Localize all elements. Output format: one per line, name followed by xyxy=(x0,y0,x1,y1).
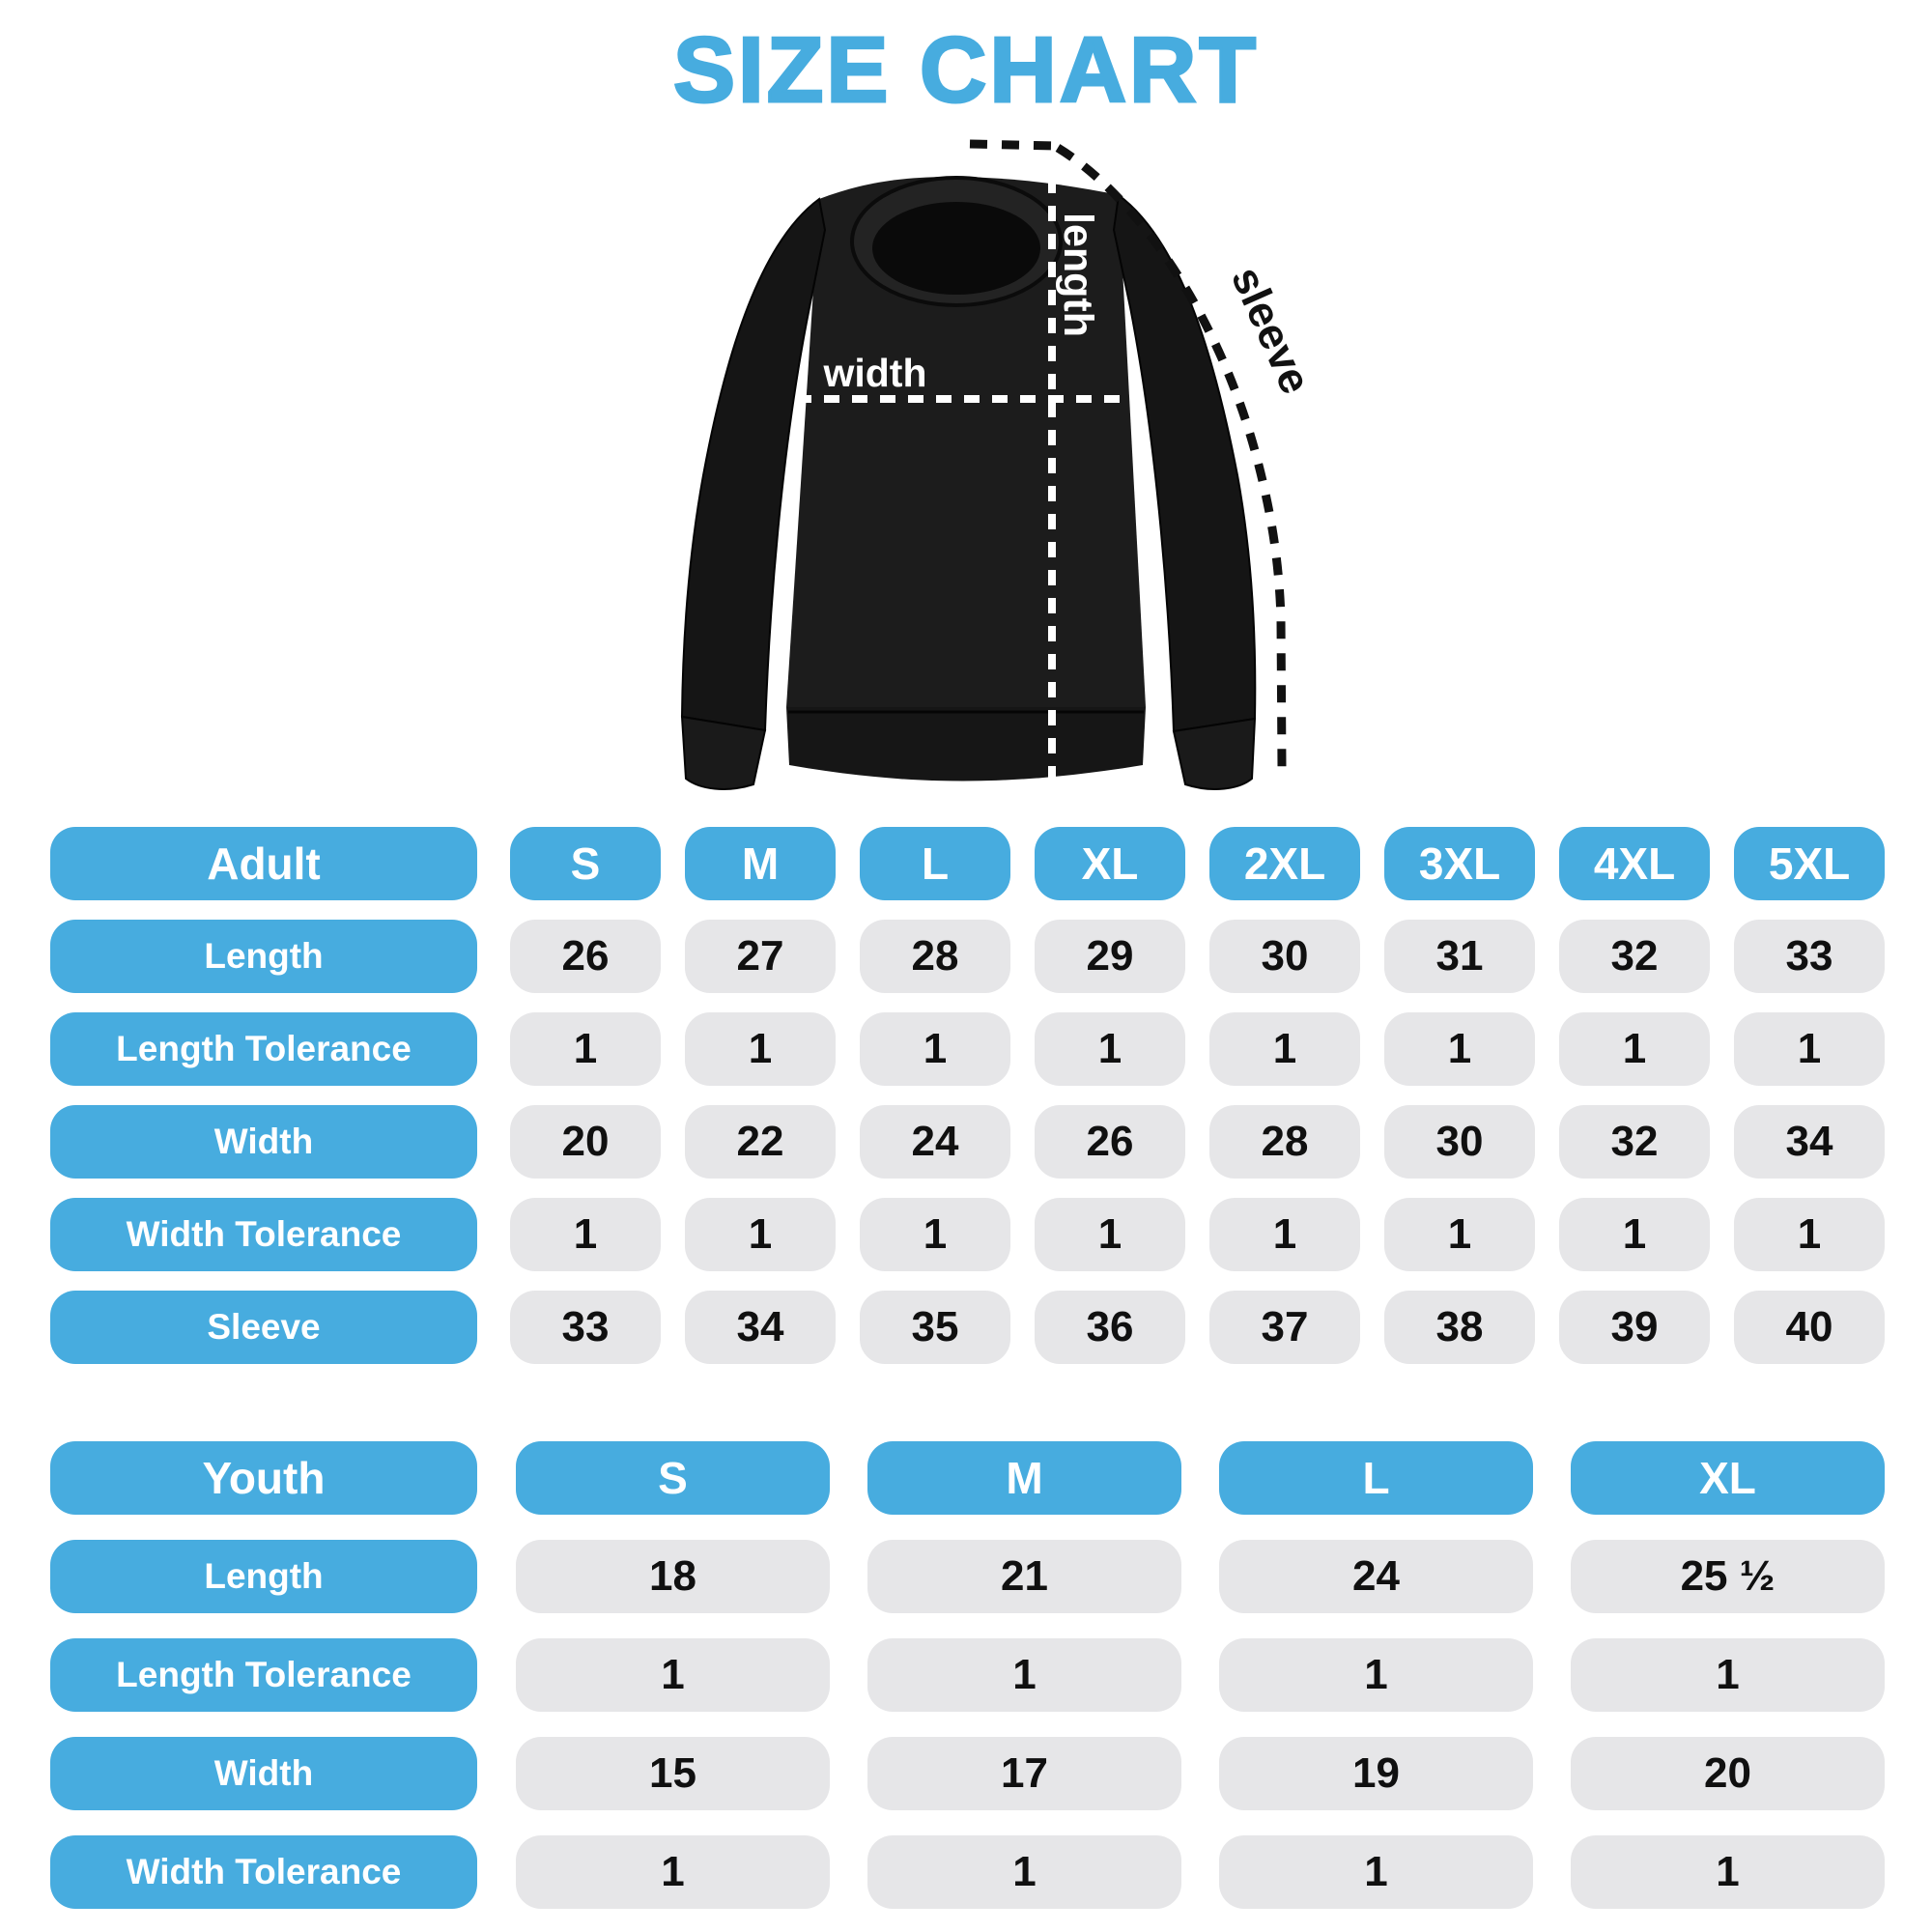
value-cell: 30 xyxy=(1384,1105,1535,1179)
sleeve-measure-top-line xyxy=(969,139,1055,151)
value-cell: 1 xyxy=(1209,1012,1360,1086)
size-header-pill: XL xyxy=(1571,1441,1885,1515)
value-cell: 38 xyxy=(1384,1291,1535,1364)
value-cell: 33 xyxy=(510,1291,661,1364)
value-cell: 1 xyxy=(1384,1012,1535,1086)
value-cell: 26 xyxy=(510,920,661,993)
size-header-pill: 4XL xyxy=(1559,827,1710,900)
value-cell: 32 xyxy=(1559,1105,1710,1179)
value-cell: 36 xyxy=(1035,1291,1185,1364)
value-cell: 22 xyxy=(685,1105,836,1179)
value-cell: 1 xyxy=(1219,1835,1533,1909)
value-cell: 37 xyxy=(1209,1291,1360,1364)
row-label-pill: Length Tolerance xyxy=(50,1638,477,1712)
size-header-pill: M xyxy=(867,1441,1181,1515)
size-header-pill: S xyxy=(516,1441,830,1515)
size-header-pill: L xyxy=(860,827,1010,900)
value-cell: 1 xyxy=(1035,1198,1185,1271)
size-header-pill: L xyxy=(1219,1441,1533,1515)
value-cell: 1 xyxy=(1559,1012,1710,1086)
collar-opening xyxy=(872,202,1040,295)
sweatshirt-hem xyxy=(786,707,1146,781)
right-cuff xyxy=(1172,717,1257,790)
length-label: length xyxy=(1055,213,1101,337)
value-cell: 18 xyxy=(516,1540,830,1613)
value-cell: 28 xyxy=(860,920,1010,993)
value-cell: 1 xyxy=(1734,1012,1885,1086)
value-cell: 1 xyxy=(867,1638,1181,1712)
value-cell: 1 xyxy=(685,1198,836,1271)
value-cell: 1 xyxy=(510,1012,661,1086)
row-label-pill: Length Tolerance xyxy=(50,1012,477,1086)
value-cell: 1 xyxy=(1571,1638,1885,1712)
width-label: width xyxy=(822,351,926,395)
value-cell: 21 xyxy=(867,1540,1181,1613)
page-title: SIZE CHART xyxy=(672,17,1259,124)
value-cell: 40 xyxy=(1734,1291,1885,1364)
value-cell: 1 xyxy=(1571,1835,1885,1909)
value-cell: 35 xyxy=(860,1291,1010,1364)
value-cell: 28 xyxy=(1209,1105,1360,1179)
sweatshirt-body xyxy=(786,177,1146,729)
value-cell: 1 xyxy=(685,1012,836,1086)
value-cell: 39 xyxy=(1559,1291,1710,1364)
size-header-pill: 5XL xyxy=(1734,827,1885,900)
size-header-pill: M xyxy=(685,827,836,900)
sleeve-label: sleeve xyxy=(1222,259,1321,400)
value-cell: 1 xyxy=(1384,1198,1535,1271)
value-cell: 20 xyxy=(1571,1737,1885,1810)
row-label-pill: Width xyxy=(50,1737,477,1810)
sweatshirt-diagram: width length sleeve xyxy=(680,139,1321,790)
sleeve-measure-line xyxy=(1055,144,1287,769)
value-cell: 27 xyxy=(685,920,836,993)
value-cell: 30 xyxy=(1209,920,1360,993)
value-cell: 1 xyxy=(516,1638,830,1712)
value-cell: 34 xyxy=(685,1291,836,1364)
size-header-pill: 2XL xyxy=(1209,827,1360,900)
value-cell: 1 xyxy=(860,1198,1010,1271)
value-cell: 1 xyxy=(510,1198,661,1271)
value-cell: 1 xyxy=(1734,1198,1885,1271)
value-cell: 1 xyxy=(1559,1198,1710,1271)
row-label-pill: Width Tolerance xyxy=(50,1198,477,1271)
value-cell: 32 xyxy=(1559,920,1710,993)
value-cell: 33 xyxy=(1734,920,1885,993)
value-cell: 1 xyxy=(867,1835,1181,1909)
row-label-pill: Sleeve xyxy=(50,1291,477,1364)
value-cell: 31 xyxy=(1384,920,1535,993)
value-cell: 1 xyxy=(516,1835,830,1909)
row-label-pill: Length xyxy=(50,920,477,993)
row-label-pill: Length xyxy=(50,1540,477,1613)
table-title-pill: Youth xyxy=(50,1441,477,1515)
value-cell: 19 xyxy=(1219,1737,1533,1810)
value-cell: 25 ½ xyxy=(1571,1540,1885,1613)
value-cell: 1 xyxy=(1219,1638,1533,1712)
value-cell: 24 xyxy=(1219,1540,1533,1613)
value-cell: 1 xyxy=(1209,1198,1360,1271)
value-cell: 26 xyxy=(1035,1105,1185,1179)
table-title-pill: Adult xyxy=(50,827,477,900)
right-sleeve xyxy=(1112,193,1257,733)
value-cell: 20 xyxy=(510,1105,661,1179)
value-cell: 24 xyxy=(860,1105,1010,1179)
size-header-pill: XL xyxy=(1035,827,1185,900)
value-cell: 34 xyxy=(1734,1105,1885,1179)
row-label-pill: Width xyxy=(50,1105,477,1179)
value-cell: 29 xyxy=(1035,920,1185,993)
size-header-pill: S xyxy=(510,827,661,900)
value-cell: 15 xyxy=(516,1737,830,1810)
value-cell: 1 xyxy=(860,1012,1010,1086)
left-cuff xyxy=(680,715,767,790)
value-cell: 1 xyxy=(1035,1012,1185,1086)
size-header-pill: 3XL xyxy=(1384,827,1535,900)
value-cell: 17 xyxy=(867,1737,1181,1810)
left-sleeve xyxy=(680,197,827,732)
row-label-pill: Width Tolerance xyxy=(50,1835,477,1909)
